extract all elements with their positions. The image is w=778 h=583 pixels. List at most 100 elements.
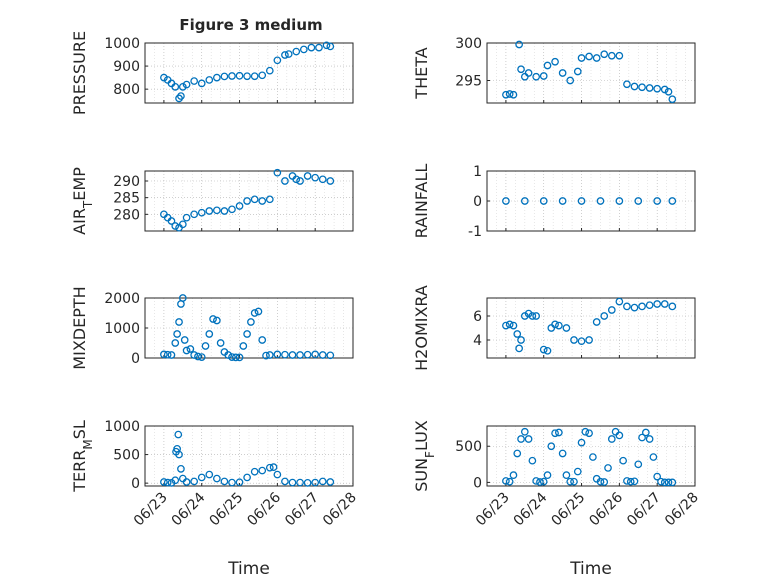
- data-point-5-0-17: [577, 337, 586, 346]
- data-point-6-0-18: [243, 473, 251, 482]
- data-point-1-0-26: [664, 87, 673, 96]
- data-point-0-0-21: [284, 50, 293, 58]
- data-point-3-0-3: [558, 197, 567, 205]
- ytick-label-1-0: 295: [455, 74, 482, 90]
- data-point-4-0-33: [281, 350, 289, 359]
- data-point-7-0-15: [558, 449, 567, 458]
- data-point-6-0-20: [258, 466, 267, 475]
- data-point-0-0-12: [220, 72, 229, 81]
- data-point-1-0-22: [638, 83, 646, 92]
- data-point-1-0-12: [566, 76, 575, 85]
- data-point-6-0-28: [311, 478, 320, 487]
- data-point-4-0-16: [209, 315, 217, 323]
- data-point-4-0-32: [273, 350, 282, 359]
- data-point-2-0-9: [205, 207, 214, 215]
- data-point-4-0-10: [186, 345, 195, 353]
- data-point-4-0-9: [182, 346, 191, 355]
- data-point-7-0-0: [502, 477, 510, 485]
- data-point-1-0-23: [645, 84, 654, 92]
- data-point-0-0-3: [171, 82, 180, 91]
- data-point-1-0-17: [600, 50, 609, 59]
- data-point-5-0-13: [551, 320, 559, 329]
- data-point-6-0-15: [220, 477, 229, 486]
- data-point-4-0-1: [163, 350, 172, 359]
- ytick-label-3-1: 0: [473, 194, 482, 210]
- data-point-7-0-35: [634, 460, 643, 469]
- data-point-1-0-0: [502, 90, 510, 99]
- data-point-6-0-16: [228, 478, 236, 487]
- data-point-6-0-6: [174, 430, 183, 439]
- data-point-1-0-2: [509, 90, 518, 99]
- data-point-7-0-25: [596, 477, 605, 486]
- data-point-4-0-21: [228, 353, 236, 361]
- data-point-3-0-7: [634, 197, 643, 205]
- data-point-4-0-37: [311, 350, 320, 359]
- data-point-5-0-14: [555, 321, 563, 330]
- data-point-1-0-15: [585, 52, 593, 61]
- xtick-label-7-3: 06/26: [586, 489, 626, 529]
- data-point-6-0-25: [288, 478, 297, 487]
- data-point-5-0-18: [585, 336, 593, 344]
- data-point-7-0-26: [600, 478, 609, 486]
- data-point-7-0-12: [547, 442, 556, 451]
- data-point-4-0-8: [180, 336, 189, 344]
- data-point-2-0-12: [228, 205, 236, 214]
- data-point-0-0-10: [205, 76, 214, 84]
- data-point-4-0-27: [250, 309, 259, 317]
- xtick-label-6-3: 06/26: [244, 489, 284, 529]
- data-point-2-0-16: [258, 197, 267, 205]
- data-point-2-0-19: [281, 177, 289, 185]
- data-point-4-0-20: [224, 351, 233, 359]
- data-point-7-0-40: [653, 472, 662, 481]
- data-point-6-0-1: [163, 478, 172, 487]
- ytick-label-0-0: 800: [113, 82, 140, 98]
- data-point-0-0-13: [228, 72, 236, 80]
- data-point-5-0-25: [638, 302, 646, 311]
- data-point-1-0-1: [505, 90, 514, 98]
- y-axis-label-3: RAINFALL: [412, 164, 431, 239]
- data-point-6-0-19: [250, 467, 259, 476]
- data-point-3-0-2: [539, 197, 548, 205]
- data-point-6-0-30: [326, 478, 335, 486]
- data-point-7-0-19: [573, 467, 582, 476]
- data-point-3-0-4: [577, 197, 586, 205]
- data-point-2-0-11: [220, 207, 229, 215]
- data-point-5-0-9: [532, 312, 541, 320]
- data-point-5-0-29: [668, 302, 677, 311]
- data-point-7-0-31: [619, 456, 627, 465]
- data-point-6-0-7: [175, 450, 183, 459]
- data-point-7-0-9: [536, 478, 544, 486]
- data-point-5-0-22: [615, 297, 624, 306]
- axes-frame-6: [144, 425, 354, 487]
- data-point-1-0-8: [539, 72, 548, 80]
- data-point-4-0-34: [288, 351, 297, 359]
- data-point-3-0-9: [668, 197, 677, 205]
- data-point-4-0-0: [160, 350, 168, 359]
- data-point-5-0-26: [645, 301, 654, 310]
- ytick-label-0-2: 1000: [104, 36, 140, 52]
- data-point-4-0-5: [175, 318, 183, 326]
- data-point-5-0-1: [505, 320, 514, 329]
- data-point-3-0-6: [615, 197, 624, 205]
- data-point-7-0-44: [668, 478, 677, 487]
- x-axis-label-7: Time: [569, 559, 612, 579]
- data-point-7-0-2: [509, 471, 518, 480]
- data-point-1-0-18: [607, 51, 616, 60]
- data-point-7-0-34: [630, 477, 639, 486]
- data-point-4-0-38: [318, 351, 327, 359]
- data-point-0-0-11: [213, 73, 221, 82]
- data-point-4-0-29: [258, 336, 267, 344]
- data-point-5-0-19: [592, 318, 601, 326]
- data-point-5-0-23: [623, 302, 631, 311]
- data-point-4-0-11: [190, 351, 199, 359]
- y-axis-label-5: H2OMIXRA: [412, 285, 431, 371]
- data-point-6-0-26: [296, 478, 304, 487]
- data-point-0-0-0: [160, 73, 168, 82]
- data-point-4-0-22: [231, 353, 240, 362]
- data-point-1-0-25: [660, 85, 669, 94]
- data-point-5-0-11: [543, 346, 552, 355]
- data-point-0-0-17: [258, 71, 267, 80]
- data-point-7-0-20: [577, 438, 586, 447]
- data-point-7-0-10: [539, 477, 548, 486]
